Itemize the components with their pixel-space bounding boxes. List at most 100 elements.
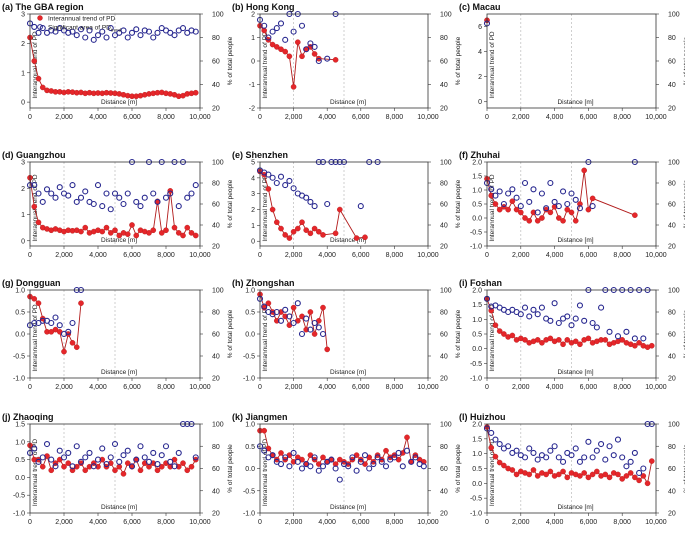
trend-point [636, 339, 642, 346]
x-tick-label: 2,000 [512, 384, 530, 391]
area-point [315, 57, 322, 65]
trend-point [269, 41, 276, 48]
x-tick-label: 6,000 [123, 519, 141, 526]
area-point [158, 452, 165, 459]
area-point [311, 319, 318, 327]
trend-point [294, 39, 301, 46]
area-point [513, 194, 520, 201]
y-tick-label: 4 [478, 49, 482, 56]
area-point [614, 333, 622, 340]
x-tick-label: 4,000 [546, 114, 564, 121]
trend-point [332, 230, 339, 237]
trend-point [290, 459, 297, 465]
y2-axis-label: % of total people [227, 179, 234, 228]
x-tick-label: 4,000 [318, 114, 336, 121]
area-point [521, 304, 529, 311]
area-point [298, 330, 306, 338]
x-tick-label: 2,000 [55, 114, 73, 121]
trend-point [188, 463, 195, 470]
trend-point [543, 471, 549, 478]
trend-point [320, 454, 326, 461]
area-point [35, 190, 42, 197]
trend-point [534, 217, 541, 224]
area-point [154, 29, 161, 36]
trend-point [282, 232, 289, 238]
y-tick-label: -2 [249, 106, 255, 113]
trend-point [303, 326, 310, 333]
x-tick-label: 6,000 [352, 384, 370, 391]
x-tick-label: 0 [258, 252, 262, 259]
y2-tick-label: 80 [212, 310, 220, 317]
trend-point [116, 463, 123, 470]
x-tick-label: 0 [258, 384, 262, 391]
area-point [572, 315, 579, 322]
trend-point [526, 217, 533, 224]
trend-point [269, 206, 276, 213]
x-tick-label: 4,000 [89, 114, 107, 121]
trend-point [48, 467, 55, 474]
area-point [547, 317, 554, 324]
panel-title: (j) Zhaoqing [2, 412, 54, 422]
area-point [107, 454, 114, 461]
y-tick-label: 0.0 [245, 466, 255, 473]
trend-point [73, 344, 80, 351]
trend-point [581, 470, 587, 476]
panel-title: (f) Zhuhai [459, 150, 500, 160]
trend-point [568, 209, 575, 216]
trend-point [307, 230, 314, 237]
trend-point [585, 474, 592, 481]
x-axis-label: Distance [m] [101, 237, 137, 244]
trend-line [29, 37, 196, 97]
area-point [598, 440, 605, 448]
area-point [294, 300, 301, 307]
area-point [261, 447, 268, 454]
y2-tick-label: 60 [440, 466, 448, 473]
x-tick-label: 10,000 [645, 519, 667, 526]
x-tick-label: 8,000 [386, 384, 404, 391]
area-point [277, 460, 285, 468]
area-point [606, 328, 613, 335]
area-point [538, 190, 545, 197]
trend-point [534, 337, 541, 343]
area-point [52, 194, 59, 201]
y-tick-label: 1.5 [15, 422, 25, 429]
y2-axis-label: % of total people [227, 309, 234, 358]
trend-point [332, 461, 339, 467]
y2-tick-label: 60 [440, 59, 448, 66]
area-point [521, 179, 529, 187]
x-tick-label: 6,000 [580, 384, 598, 391]
trend-point [509, 332, 516, 339]
area-point [408, 458, 415, 465]
area-point [530, 186, 537, 193]
y2-tick-label: 20 [212, 106, 220, 113]
area-point [269, 28, 276, 35]
area-point [188, 190, 195, 197]
y2-tick-label: 40 [212, 354, 220, 361]
trend-point [492, 322, 499, 329]
trend-point [278, 46, 284, 53]
area-point [277, 20, 285, 27]
area-point [640, 335, 647, 342]
trend-point [560, 217, 566, 224]
area-point [564, 200, 571, 208]
area-point [141, 454, 148, 461]
x-tick-label: 2,000 [512, 252, 530, 259]
area-point [145, 28, 153, 35]
trend-point [278, 225, 284, 232]
panel-title: (g) Dongguan [2, 278, 60, 288]
y2-tick-label: 100 [440, 422, 452, 429]
trend-point [404, 434, 410, 441]
area-point [290, 319, 297, 327]
area-point [265, 171, 272, 178]
x-tick-label: 4,000 [546, 519, 564, 526]
trend-point [290, 304, 297, 311]
plot-frame [259, 161, 429, 247]
area-point [521, 454, 529, 461]
x-axis-label: Distance [m] [330, 237, 366, 244]
trend-point [261, 427, 268, 434]
trend-point [623, 473, 630, 479]
x-tick-label: 0 [258, 114, 262, 121]
area-point [69, 463, 76, 470]
y2-axis-label: % of total people [683, 36, 685, 85]
area-point [265, 34, 272, 41]
